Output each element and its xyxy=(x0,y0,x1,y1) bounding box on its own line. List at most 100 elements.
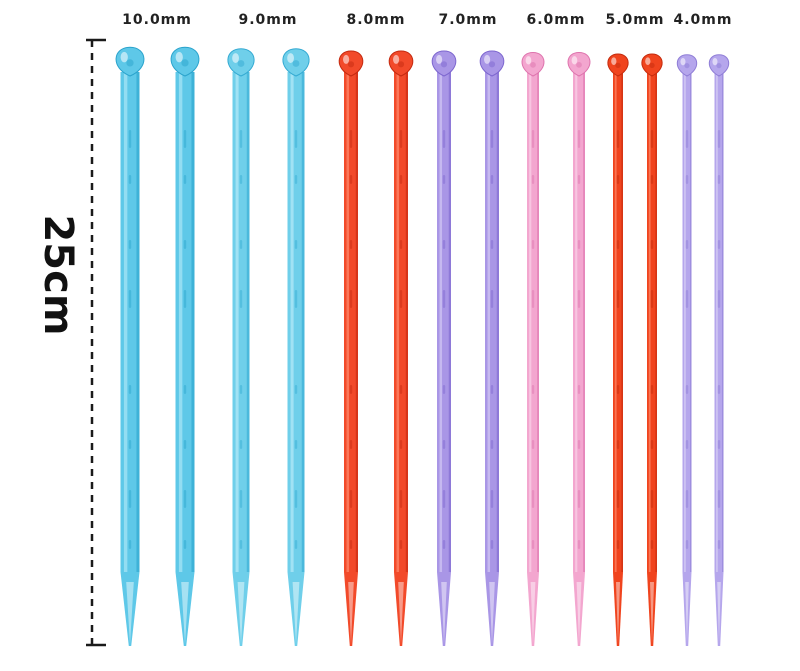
needle-tip-gloss xyxy=(348,582,354,644)
needle-emboss-mark xyxy=(717,385,721,394)
needle-emboss-mark xyxy=(294,490,298,508)
needle-emboss-mark xyxy=(128,130,132,148)
needle-emboss-mark xyxy=(531,175,535,184)
needle-emboss-mark xyxy=(294,440,298,449)
needle-emboss-mark xyxy=(128,290,132,308)
needle-head-gloss xyxy=(571,56,578,65)
needle-tip xyxy=(175,572,195,646)
needle-tip-gloss xyxy=(398,582,404,644)
needle-emboss-mark xyxy=(442,130,446,148)
needle-emboss-mark xyxy=(294,290,298,308)
needle-tip xyxy=(714,572,724,646)
needle-shadow xyxy=(496,72,499,572)
needle-emboss-mark xyxy=(399,385,403,394)
needle-highlight xyxy=(529,72,532,572)
knitting-needle xyxy=(641,53,663,646)
needle-emboss-mark xyxy=(685,490,689,508)
needle-emboss-mark xyxy=(685,290,689,308)
needle-highlight xyxy=(178,72,183,572)
needle-head-emboss xyxy=(440,61,448,68)
needle-head-emboss xyxy=(530,61,536,68)
knitting-needle xyxy=(676,54,698,646)
needle-emboss-mark xyxy=(128,240,132,249)
knitting-needle xyxy=(170,46,200,646)
needle-emboss-mark xyxy=(616,130,620,148)
needle-head-emboss xyxy=(684,63,690,69)
needle-emboss-mark xyxy=(616,490,620,508)
needle-emboss-mark xyxy=(442,540,446,549)
needle-shadow xyxy=(191,72,195,572)
needle-shadow xyxy=(655,72,657,572)
needle-emboss-mark xyxy=(294,130,298,148)
needle-shadow xyxy=(136,72,140,572)
needle-shadow xyxy=(722,72,724,572)
needle-head-emboss xyxy=(488,61,496,68)
needle-emboss-mark xyxy=(442,240,446,249)
needle-emboss-mark xyxy=(717,130,721,148)
needle-emboss-mark xyxy=(717,290,721,308)
needle-shadow xyxy=(448,72,451,572)
size-label-7mm: 7.0mm xyxy=(438,12,498,28)
size-label-6mm: 6.0mm xyxy=(526,12,586,28)
needle-emboss-mark xyxy=(239,490,243,508)
needle-emboss-mark xyxy=(577,240,581,249)
needle-emboss-mark xyxy=(239,440,243,449)
needle-head-gloss xyxy=(525,56,532,65)
needle-emboss-mark xyxy=(239,130,243,148)
needle-emboss-mark xyxy=(399,440,403,449)
needle-highlight xyxy=(439,72,443,572)
needle-head-emboss xyxy=(649,62,655,69)
needle-head-gloss xyxy=(611,57,617,66)
needle-emboss-mark xyxy=(399,490,403,508)
needle-tip-gloss xyxy=(126,582,134,644)
needle-head-gloss xyxy=(680,57,686,66)
length-label: 25cm xyxy=(35,214,81,336)
needle-emboss-mark xyxy=(490,490,494,508)
knitting-needle xyxy=(227,48,255,646)
needle-emboss-mark xyxy=(239,175,243,184)
needle-head-emboss xyxy=(237,60,245,67)
needle-emboss-mark xyxy=(685,540,689,549)
needle-emboss-mark xyxy=(490,240,494,249)
needle-shadow xyxy=(690,72,692,572)
needle-highlight xyxy=(123,72,128,572)
needle-emboss-mark xyxy=(399,175,403,184)
needle-head-gloss xyxy=(645,57,651,66)
needle-emboss-mark xyxy=(490,440,494,449)
needle-tip xyxy=(682,572,692,646)
needle-emboss-mark xyxy=(399,240,403,249)
needle-highlight xyxy=(614,72,617,572)
needle-emboss-mark xyxy=(183,440,187,449)
needle-emboss-mark xyxy=(349,175,353,184)
needle-emboss-mark xyxy=(531,240,535,249)
needle-highlight xyxy=(346,72,350,572)
needle-emboss-mark xyxy=(577,385,581,394)
needle-emboss-mark xyxy=(531,130,535,148)
needle-emboss-mark xyxy=(442,385,446,394)
knitting-needle xyxy=(282,48,310,646)
needle-highlight xyxy=(575,72,578,572)
needle-head-emboss xyxy=(292,60,300,67)
needle-emboss-mark xyxy=(349,440,353,449)
needle-emboss-mark xyxy=(616,440,620,449)
needle-shaft xyxy=(647,72,657,572)
needle-emboss-mark xyxy=(650,490,654,508)
needle-emboss-mark xyxy=(577,175,581,184)
needle-emboss-mark xyxy=(685,175,689,184)
size-label-5mm: 5.0mm xyxy=(605,12,665,28)
needle-emboss-mark xyxy=(616,240,620,249)
needle-emboss-mark xyxy=(349,290,353,308)
needle-tip-gloss xyxy=(441,582,447,644)
needle-emboss-mark xyxy=(442,290,446,308)
needle-head-gloss xyxy=(287,53,294,64)
needle-head-gloss xyxy=(484,54,491,64)
needle-emboss-mark xyxy=(128,175,132,184)
needle-shadow xyxy=(583,72,585,572)
needle-head-emboss xyxy=(716,63,722,69)
needle-tip-gloss xyxy=(576,582,582,644)
needle-emboss-mark xyxy=(490,385,494,394)
needle-tip-gloss xyxy=(650,582,654,644)
needle-tip xyxy=(485,572,499,646)
needle-tip-gloss xyxy=(292,582,300,644)
